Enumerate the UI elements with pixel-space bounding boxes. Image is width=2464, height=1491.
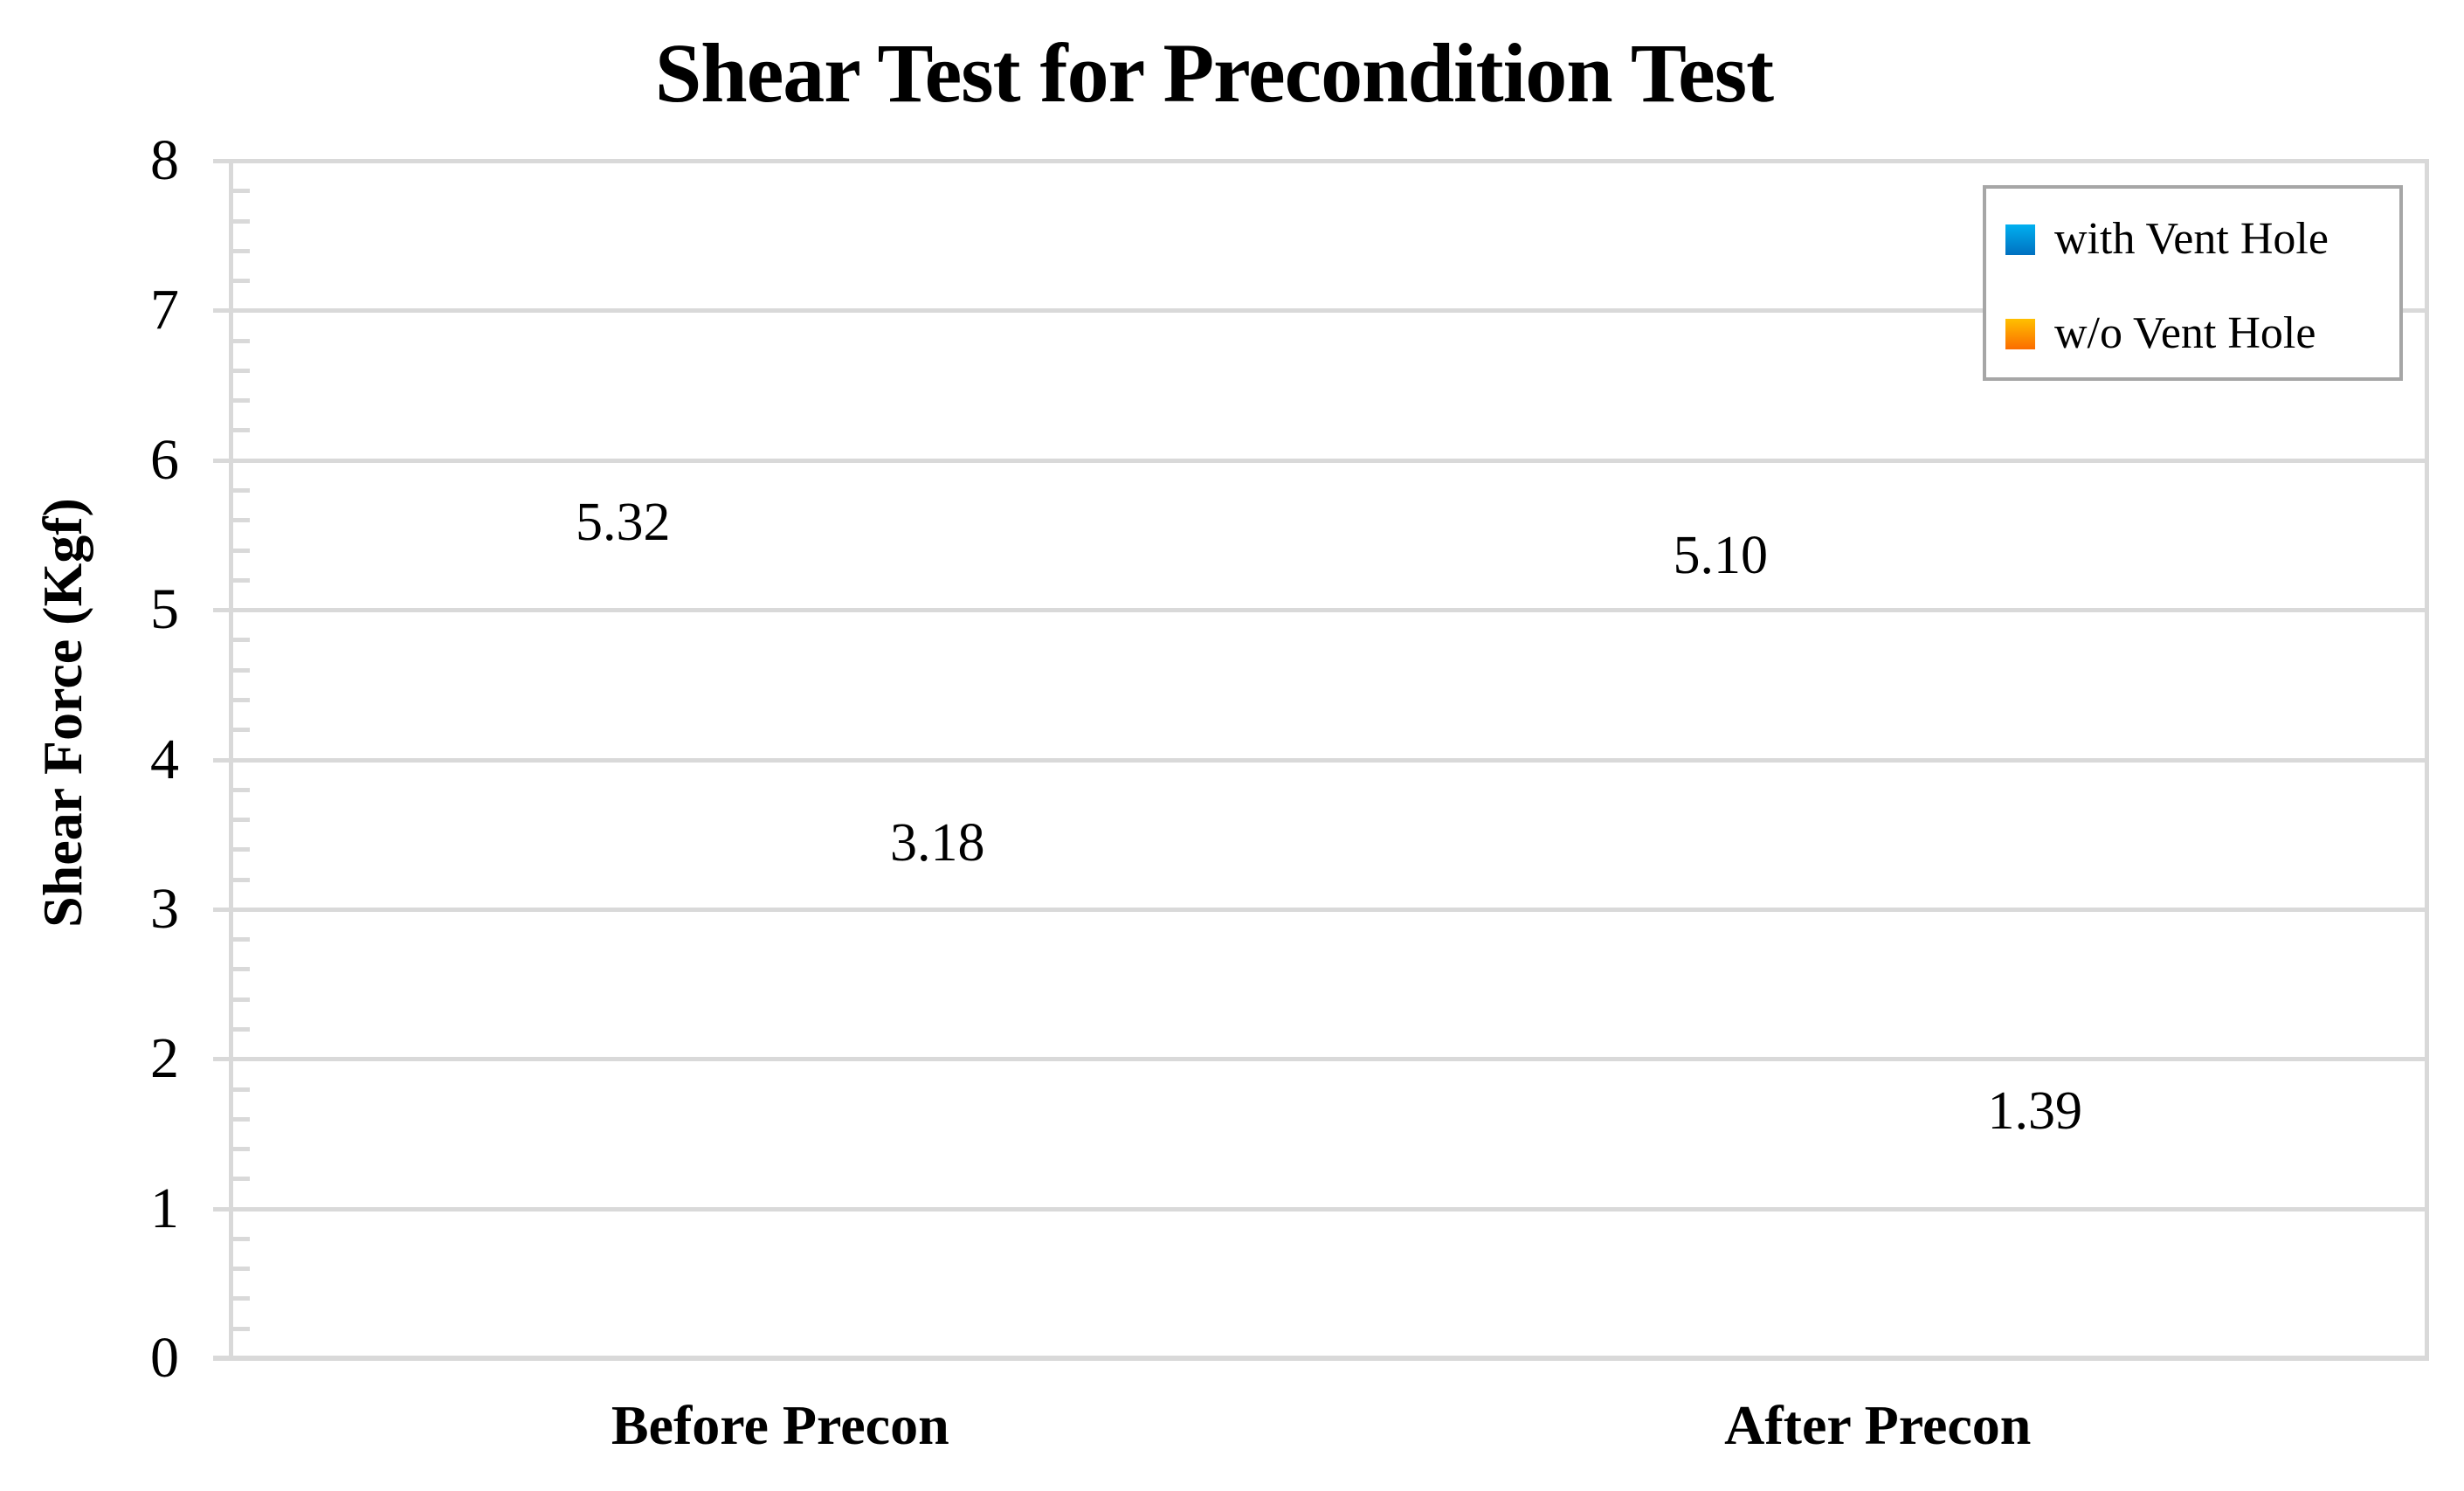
y-minor-tick	[233, 847, 250, 852]
x-category-label-after-precon: After Precon	[1724, 1394, 2032, 1456]
y-minor-tick	[233, 1116, 250, 1122]
gridline-y-8	[213, 159, 2429, 163]
y-minor-tick	[233, 1087, 250, 1092]
y-tick-label-5: 5	[150, 577, 179, 642]
y-minor-tick	[233, 1326, 250, 1331]
y-minor-tick	[233, 1147, 250, 1152]
y-minor-tick	[233, 488, 250, 494]
y-minor-tick	[233, 1026, 250, 1032]
y-minor-tick	[233, 877, 250, 882]
data-label-with-vent-hole-after-precon: 5.10	[1673, 525, 1769, 585]
legend-label: w/o Vent Hole	[2054, 308, 2316, 358]
legend-label: with Vent Hole	[2054, 214, 2329, 264]
y-tick-label-8: 8	[150, 128, 179, 192]
y-minor-tick	[233, 398, 250, 404]
legend-item-with-vent-hole: with Vent Hole	[2005, 215, 2329, 264]
y-tick-label-4: 4	[150, 727, 179, 791]
y-minor-tick	[233, 818, 250, 823]
y-tick-label-3: 3	[150, 876, 179, 941]
y-minor-tick	[233, 577, 250, 583]
y-tick-label-6: 6	[150, 427, 179, 492]
y-minor-tick	[233, 1236, 250, 1241]
y-minor-tick	[233, 638, 250, 643]
plot-right-border	[2425, 161, 2429, 1361]
legend-swatch-with-vent-hole-icon	[2005, 224, 2035, 255]
y-minor-tick	[233, 787, 250, 792]
legend-swatch-wo-vent-hole-icon	[2005, 318, 2035, 349]
gridline-y-3	[213, 907, 2429, 912]
y-axis-line	[229, 161, 233, 1361]
y-minor-tick	[233, 1296, 250, 1301]
y-tick-label-2: 2	[150, 1026, 179, 1091]
y-minor-tick	[233, 697, 250, 702]
y-tick-label-1: 1	[150, 1176, 179, 1240]
y-minor-tick	[233, 279, 250, 284]
y-minor-tick	[233, 667, 250, 673]
y-minor-tick	[233, 248, 250, 253]
y-minor-tick	[233, 218, 250, 224]
y-tick-label-0: 0	[150, 1326, 179, 1390]
gridline-y-6	[213, 458, 2429, 463]
x-axis-line	[213, 1356, 2429, 1361]
gridline-y-1	[213, 1206, 2429, 1211]
y-tick-label-7: 7	[150, 278, 179, 342]
y-minor-tick	[233, 937, 250, 942]
chart-title: Shear Test for Precondition Test	[654, 26, 1774, 120]
y-minor-tick	[233, 1177, 250, 1182]
gridline-y-7	[213, 308, 2429, 314]
y-minor-tick	[233, 728, 250, 733]
y-minor-tick	[233, 548, 250, 553]
legend-item-wo-vent-hole: w/o Vent Hole	[2005, 309, 2316, 358]
gridline-y-2	[213, 1057, 2429, 1062]
y-minor-tick	[233, 1267, 250, 1272]
gridline-y-5	[213, 608, 2429, 613]
y-minor-tick	[233, 428, 250, 433]
y-minor-tick	[233, 368, 250, 373]
y-minor-tick	[233, 997, 250, 1002]
gridline-y-4	[213, 757, 2429, 763]
data-label-w-o-vent-hole-before-precon: 3.18	[890, 813, 985, 873]
y-minor-tick	[233, 338, 250, 343]
x-category-label-before-precon: Before Precon	[611, 1394, 949, 1456]
y-minor-tick	[233, 967, 250, 972]
y-minor-tick	[233, 518, 250, 523]
y-minor-tick	[233, 189, 250, 194]
data-label-with-vent-hole-before-precon: 5.32	[576, 493, 671, 553]
legend: with Vent Hole w/o Vent Hole	[1983, 185, 2403, 381]
data-label-w-o-vent-hole-after-precon: 1.39	[1987, 1080, 2083, 1141]
